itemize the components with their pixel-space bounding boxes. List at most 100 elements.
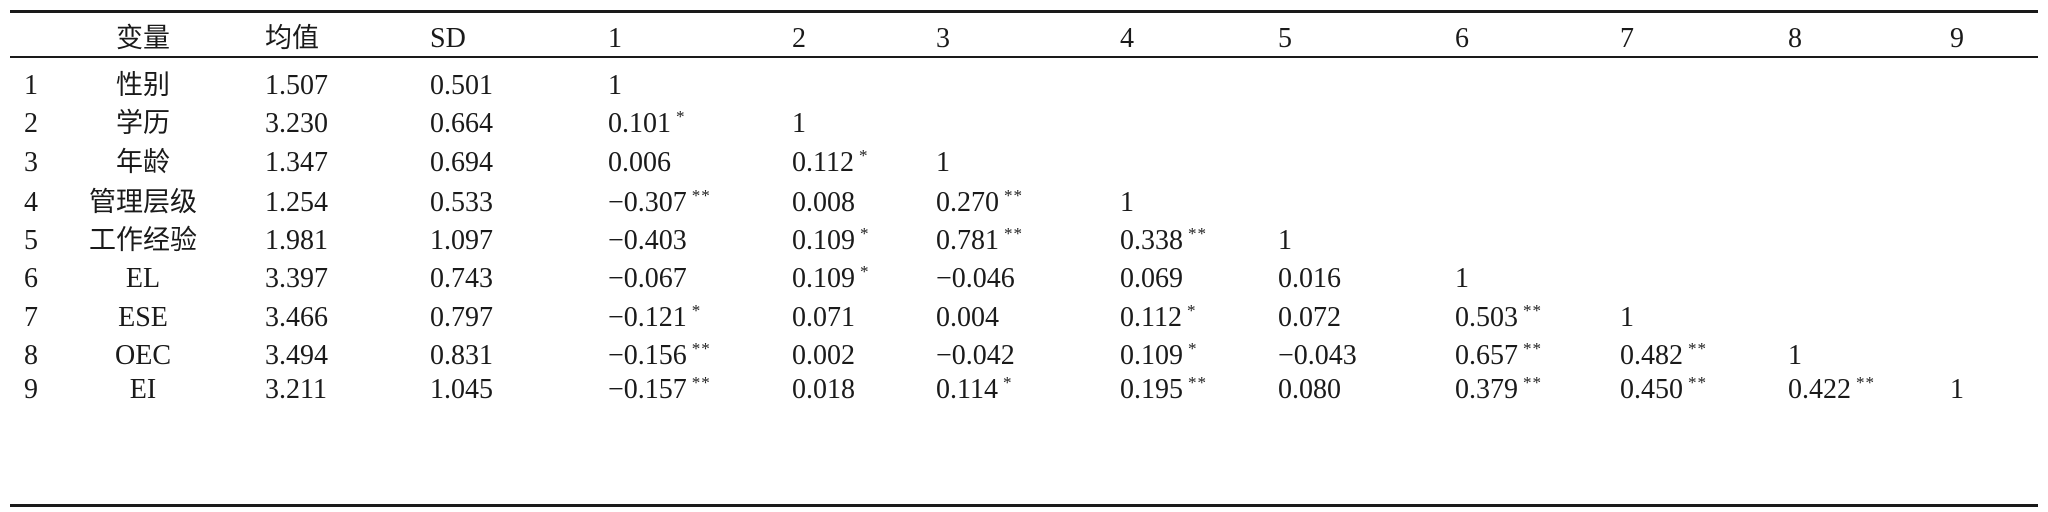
correlation-value: 0.008 <box>792 187 855 218</box>
header-col-9: 9 <box>1950 23 1964 54</box>
header-col-4: 4 <box>1120 23 1134 54</box>
significance-mark: * <box>860 262 870 281</box>
row-index: 7 <box>24 302 38 333</box>
correlation-cell: 1 <box>1455 256 1469 302</box>
correlation-cell: 0.069 <box>1120 256 1183 302</box>
correlation-cell: 1 <box>1120 180 1134 226</box>
correlation-value: 0.379 <box>1455 374 1518 405</box>
table-row: 6 EL 3.397 0.743 −0.067 0.109 * −0.046 0.069 0.01… <box>10 256 2038 302</box>
row-mean: 1.981 <box>265 225 328 256</box>
correlation-cell: −0.156 ** <box>608 333 711 379</box>
table-row: 4 管理层级 1.254 0.533 −0.307 ** 0.008 0.270 ** 1 <box>10 180 2038 226</box>
correlation-cell: 0.008 <box>792 180 855 226</box>
correlation-cell: 0.018 <box>792 367 855 413</box>
correlation-cell: 1 <box>1788 333 1802 379</box>
correlation-cell: 0.338 ** <box>1120 218 1207 264</box>
significance-mark: ** <box>1188 373 1207 392</box>
significance-mark: ** <box>1523 373 1542 392</box>
correlation-value: 0.112 <box>792 147 854 178</box>
significance-mark: ** <box>1004 224 1023 243</box>
correlation-cell: 0.109 * <box>1120 333 1198 379</box>
correlation-value: −0.403 <box>608 225 687 256</box>
row-variable: EI <box>129 374 157 405</box>
correlation-value: 0.422 <box>1788 374 1851 405</box>
correlation-cell: 0.071 <box>792 295 855 341</box>
correlation-value: 0.016 <box>1278 263 1341 294</box>
correlation-cell: 0.112 * <box>792 140 868 186</box>
row-index: 9 <box>24 374 38 405</box>
row-mean: 3.230 <box>265 108 328 139</box>
correlation-cell: −0.403 <box>608 218 687 264</box>
row-mean: 1.347 <box>265 147 328 178</box>
header-col-8: 8 <box>1788 23 1802 54</box>
header-col-7: 7 <box>1620 23 1634 54</box>
table-row: 2 学历 3.230 0.664 0.101 * 1 <box>10 101 2038 147</box>
correlation-cell: −0.121 * <box>608 295 701 341</box>
significance-mark: * <box>858 146 869 165</box>
significance-mark: * <box>860 224 870 243</box>
header-col-3: 3 <box>936 23 950 54</box>
correlation-value: −0.067 <box>608 263 687 294</box>
correlation-value: 0.006 <box>608 147 671 178</box>
correlation-value: 0.018 <box>792 374 855 405</box>
row-index: 5 <box>24 225 38 256</box>
row-mean: 1.254 <box>265 187 328 218</box>
correlation-value: 1 <box>1278 225 1292 256</box>
correlation-cell: −0.307 ** <box>608 180 711 226</box>
correlation-value: 1 <box>1455 263 1469 294</box>
correlation-value: 0.503 <box>1455 302 1518 333</box>
correlation-value: 0.195 <box>1120 374 1183 405</box>
correlation-cell: 0.781 ** <box>936 218 1023 264</box>
significance-mark: * <box>1186 301 1197 320</box>
row-mean: 3.494 <box>265 340 328 371</box>
correlation-value: 0.270 <box>936 187 999 218</box>
significance-mark: ** <box>1523 339 1542 358</box>
correlation-value: 0.657 <box>1455 340 1518 371</box>
correlation-cell: 1 <box>792 101 806 147</box>
correlation-cell: 1 <box>608 63 622 109</box>
correlation-value: −0.121 <box>608 302 687 333</box>
header-variable: 变量 <box>116 23 170 54</box>
correlation-cell: 0.080 <box>1278 367 1341 413</box>
row-variable: EL <box>125 263 161 294</box>
correlation-value: 0.109 <box>792 225 855 256</box>
row-index: 8 <box>24 340 38 371</box>
correlation-value: 0.002 <box>792 340 855 371</box>
correlation-cell: −0.046 <box>936 256 1015 302</box>
correlation-cell: 0.109 * <box>792 256 870 302</box>
correlation-value: −0.156 <box>608 340 687 371</box>
correlation-value: 0.071 <box>792 302 855 333</box>
correlation-cell: 0.657 ** <box>1455 333 1542 379</box>
row-variable: 年龄 <box>116 147 170 178</box>
correlation-cell: 0.503 ** <box>1455 295 1542 341</box>
correlation-value: −0.046 <box>936 263 1015 294</box>
header-mean: 均值 <box>265 23 319 54</box>
significance-mark: ** <box>1688 339 1707 358</box>
row-mean: 3.397 <box>265 263 328 294</box>
correlation-cell: −0.067 <box>608 256 687 302</box>
header-col-1: 1 <box>608 23 622 54</box>
row-index: 3 <box>24 147 38 178</box>
row-sd: 0.501 <box>430 70 493 101</box>
correlation-cell: 0.482 ** <box>1620 333 1707 379</box>
correlation-cell: 0.112 * <box>1120 295 1196 341</box>
correlation-cell: 1 <box>936 140 950 186</box>
row-mean: 3.466 <box>265 302 328 333</box>
correlation-value: 1 <box>1788 340 1802 371</box>
row-sd: 0.831 <box>430 340 493 371</box>
row-sd: 0.797 <box>430 302 493 333</box>
header-row: 变量 均值 SD 1 2 3 4 5 6 7 8 9 <box>10 10 2038 56</box>
table-row: 1 性别 1.507 0.501 1 <box>10 63 2038 109</box>
row-index: 4 <box>24 187 38 218</box>
significance-mark: * <box>1002 373 1013 392</box>
correlation-value: 1 <box>1620 302 1634 333</box>
correlation-value: −0.042 <box>936 340 1015 371</box>
significance-mark: ** <box>1688 373 1707 392</box>
row-index: 1 <box>24 70 38 101</box>
row-variable: OEC <box>115 340 171 371</box>
row-sd: 0.743 <box>430 263 493 294</box>
correlation-value: 0.072 <box>1278 302 1341 333</box>
correlation-cell: 0.114 * <box>936 367 1012 413</box>
significance-mark: ** <box>1004 186 1023 205</box>
significance-mark: ** <box>691 186 711 205</box>
